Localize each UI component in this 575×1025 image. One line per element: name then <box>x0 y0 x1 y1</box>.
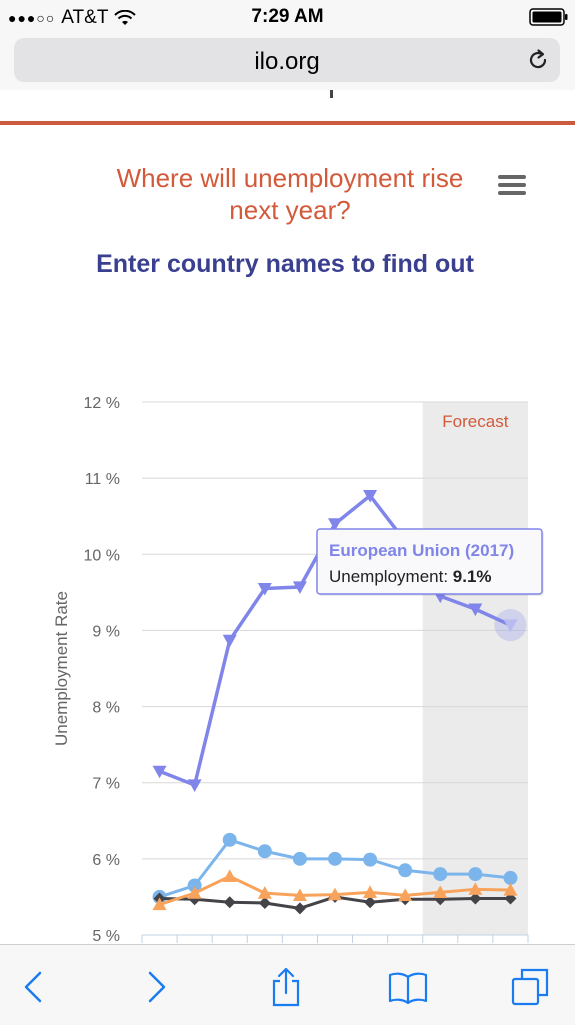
data-point <box>188 779 202 792</box>
browser-toolbar <box>0 944 575 1025</box>
forward-icon[interactable] <box>136 967 176 1007</box>
y-tick-label: 6 % <box>92 852 120 869</box>
battery-icon <box>529 8 569 26</box>
data-point <box>503 871 517 885</box>
data-point <box>223 833 237 847</box>
data-point <box>468 867 482 881</box>
tooltip-label: Unemployment: 9.1% <box>329 567 492 586</box>
y-tick-label: 12 % <box>84 395 120 412</box>
cutoff-glyph <box>330 90 333 98</box>
y-tick-label: 8 % <box>92 700 120 717</box>
address-bar[interactable]: ilo.org <box>14 38 560 82</box>
data-point <box>364 896 376 908</box>
status-bar: ●●●○○ AT&T 7:29 AM <box>0 0 575 34</box>
back-icon[interactable] <box>14 967 54 1007</box>
status-time: 7:29 AM <box>0 6 575 28</box>
browser-header: ilo.org <box>0 34 575 90</box>
share-icon[interactable] <box>266 967 306 1007</box>
page-content: Where will unemployment rise next year? … <box>0 90 575 944</box>
tabs-icon[interactable] <box>510 967 550 1007</box>
data-point <box>223 635 237 648</box>
data-point <box>223 869 237 882</box>
data-point <box>258 844 272 858</box>
forecast-label: Forecast <box>442 412 508 431</box>
accent-rule <box>0 121 575 125</box>
y-tick-label: 10 % <box>84 547 120 564</box>
y-tick-label: 11 % <box>85 471 120 488</box>
bookmarks-icon[interactable] <box>388 967 428 1007</box>
data-point <box>398 863 412 877</box>
y-tick-label: 5 % <box>92 928 120 944</box>
data-point <box>259 897 271 909</box>
data-point <box>294 902 306 914</box>
data-point <box>328 852 342 866</box>
forecast-band <box>423 402 528 935</box>
tooltip-value: 9.1% <box>453 567 492 586</box>
data-point <box>293 852 307 866</box>
url-text: ilo.org <box>14 48 560 76</box>
data-point <box>363 853 377 867</box>
tooltip-title: European Union (2017) <box>329 541 514 560</box>
data-point <box>433 867 447 881</box>
y-axis-title: Unemployment Rate <box>52 591 71 746</box>
reload-icon[interactable] <box>526 48 550 72</box>
y-tick-label: 9 % <box>92 623 120 640</box>
line-chart: Forecast 5 % 6 % 7 % 8 % 9 % 10 % 11 % 12 % Unemp… <box>0 180 575 944</box>
y-tick-label: 7 % <box>92 776 120 793</box>
data-point <box>224 896 236 908</box>
